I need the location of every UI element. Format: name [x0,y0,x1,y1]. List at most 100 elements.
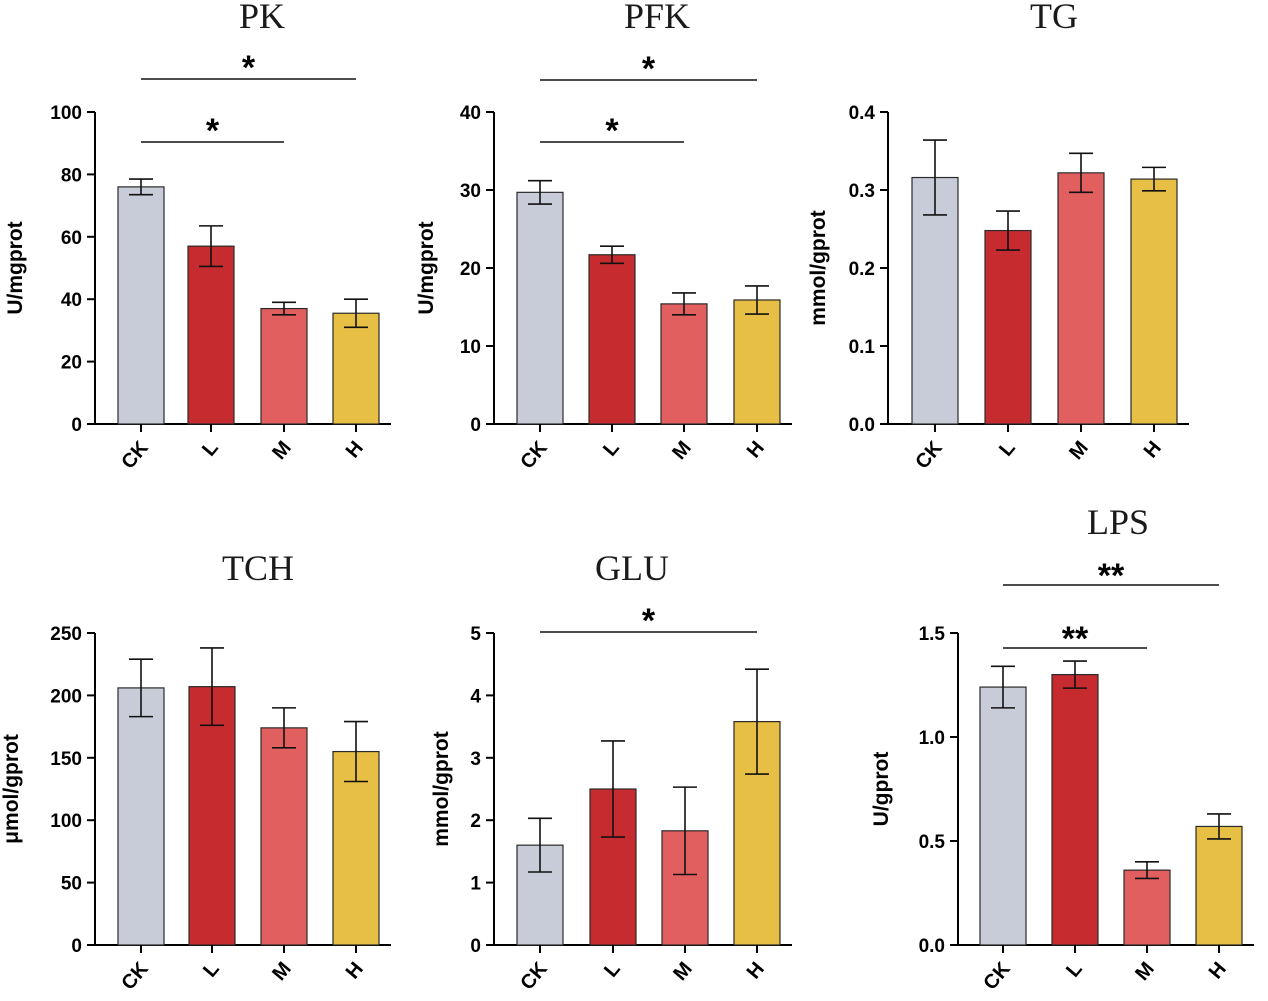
y-tick-label: 0.5 [919,832,946,853]
y-tick-label: 100 [50,103,82,124]
x-tick-label-l: L [198,437,223,461]
bar-h [1195,825,1243,946]
bar-m [1057,172,1105,425]
chart-title: TG [1030,0,1078,36]
y-tick-label: 0 [71,415,82,436]
bar-m [260,727,308,946]
y-tick-label: 0 [470,936,481,957]
chart-title: TCH [222,548,294,588]
y-tick-label: 1.0 [919,728,945,749]
y-axis-title: U/mgprot [4,221,27,314]
y-axis-title: mmol/gprot [430,731,453,847]
panel-pfk: PFK 0 10 20 30 40 U/mgprot CK L M H * * [415,0,792,473]
y-tick-label: 0 [470,415,481,436]
bar-ck [911,176,959,425]
bar-m [260,307,308,425]
y-tick-label: 0.0 [919,936,945,957]
x-tick-label-l: L [995,437,1020,461]
y-tick-label: 100 [50,811,82,832]
x-tick-label-h: H [1205,958,1231,983]
y-tick-label: 250 [50,624,82,645]
x-tick-label-l: L [1062,958,1087,982]
y-tick-label: 0.4 [849,103,876,124]
y-tick-label: 5 [470,624,481,645]
x-tick-label-l: L [600,958,625,982]
chart-title: PFK [624,0,690,36]
y-tick-label: 150 [50,749,82,770]
y-axis-title: μmol/gprot [0,734,23,844]
y-tick-label: 50 [61,874,82,895]
bar-l [188,686,236,946]
bar-l [588,254,636,425]
y-tick-label: 40 [460,103,481,124]
bar-m [1123,869,1171,946]
y-tick-label: 4 [470,686,481,707]
y-axis-title: U/gprot [870,752,893,827]
x-tick-label-m: M [668,437,696,464]
y-tick-label: 0.3 [849,181,875,202]
x-tick-label-m: M [268,958,296,985]
bar-ck [516,191,564,425]
y-tick-label: 0.1 [849,337,876,358]
bar-ck [117,687,165,946]
y-tick-label: 0 [71,936,82,957]
x-tick-label-m: M [1065,437,1093,464]
y-tick-label: 80 [61,165,82,186]
y-tick-label: 1.5 [919,624,946,645]
significance-label: ** [1098,557,1125,595]
x-tick-label-h: H [743,958,769,983]
y-tick-label: 0.2 [849,259,875,280]
y-tick-label: 1 [470,874,481,895]
panel-tg: TG 0.0 0.1 0.2 0.3 0.4 mmol/gprot CK L M H [807,0,1189,473]
chart-title: PK [239,0,285,36]
y-tick-label: 2 [470,811,481,832]
y-tick-label: 20 [61,353,82,374]
x-tick-label-m: M [669,958,697,985]
y-axis-title: U/mgprot [415,221,438,314]
significance-label: * [642,50,656,88]
significance-label: * [605,112,619,150]
bar-l [984,229,1032,425]
panel-tch: TCH 0 50 100 150 200 250 μmol/gprot CK L M H [0,548,391,994]
panel-glu: GLU 0 1 2 3 4 5 mmol/gprot CK L M H * [430,548,792,994]
y-tick-label: 0.0 [849,415,875,436]
panel-pk: PK 0 20 40 60 80 100 U/mgprot CK L M H * * [4,0,391,473]
x-tick-label-ck: CK [117,958,153,995]
x-tick-label-h: H [342,958,368,983]
x-tick-label-l: L [199,958,224,982]
x-tick-label-ck: CK [516,958,552,995]
panel-lps: LPS 0.0 0.5 1.0 1.5 U/gprot CK L M H **** [870,502,1254,994]
x-tick-label-ck: CK [117,437,153,474]
x-tick-label-h: H [1140,437,1166,462]
bar-h [733,299,781,425]
y-tick-label: 3 [470,749,481,770]
bar-ck [117,186,165,425]
y-tick-label: 60 [61,228,82,249]
y-tick-label: 10 [460,337,481,358]
chart-title: LPS [1087,502,1149,542]
y-tick-label: 200 [50,686,82,707]
y-tick-label: 20 [460,259,481,280]
x-tick-label-h: H [342,437,368,462]
y-tick-label: 30 [460,181,481,202]
bar-ck [979,686,1027,946]
x-tick-label-l: L [599,437,624,461]
x-tick-label-m: M [1131,958,1159,985]
x-tick-label-ck: CK [911,437,947,474]
bar-l [187,245,235,425]
bar-h [332,312,380,425]
y-axis-title: mmol/gprot [807,210,830,326]
significance-label: * [206,112,220,150]
significance-label: ** [1062,620,1089,658]
x-tick-label-ck: CK [979,958,1015,995]
bar-h [1130,178,1178,425]
x-tick-label-ck: CK [516,437,552,474]
significance-label: * [642,602,656,640]
chart-title: GLU [595,548,669,588]
significance-label: * [242,49,256,87]
y-tick-label: 40 [61,290,82,311]
bar-h [332,750,380,946]
x-tick-label-m: M [268,437,296,464]
x-tick-label-h: H [743,437,769,462]
